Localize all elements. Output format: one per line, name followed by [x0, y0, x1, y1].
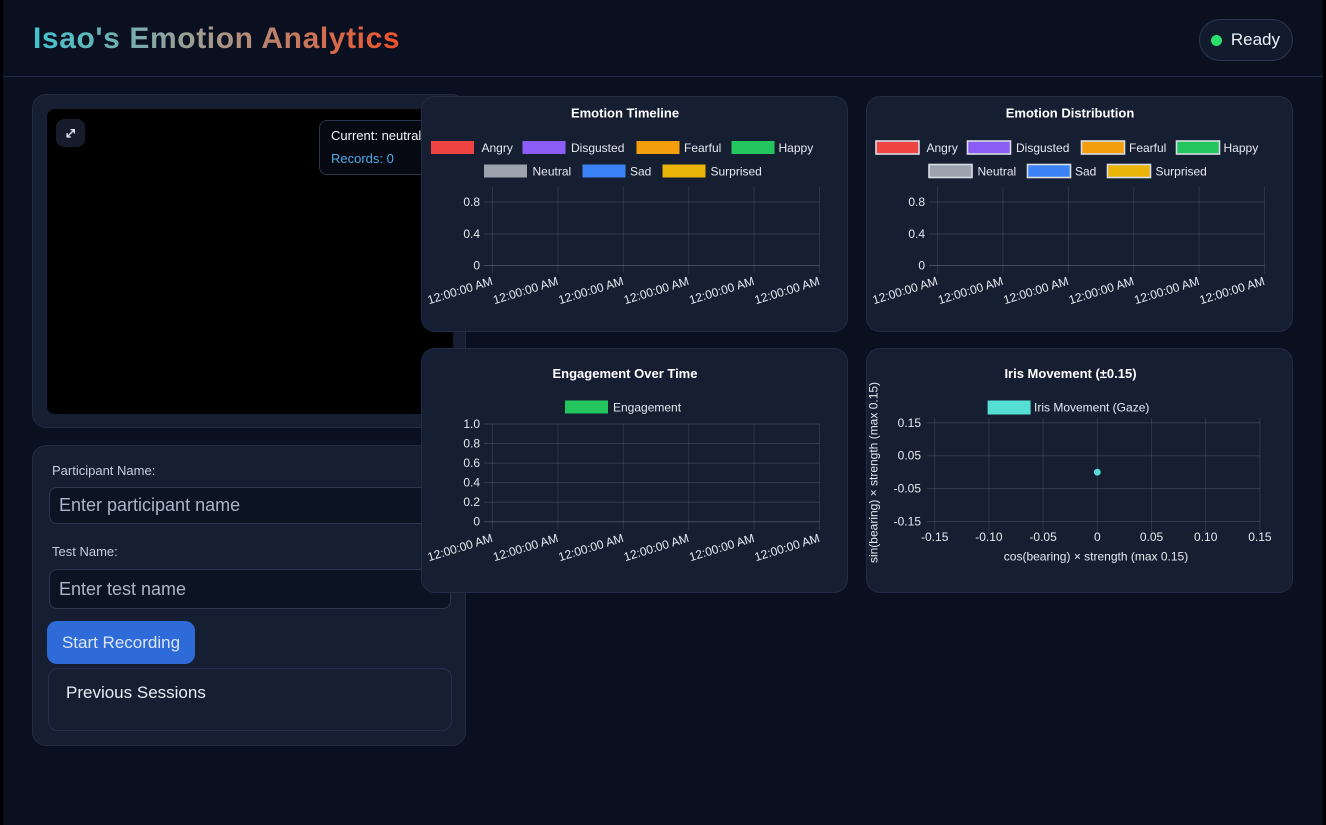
svg-text:0.8: 0.8 [463, 437, 480, 451]
svg-text:0.10: 0.10 [1194, 530, 1218, 544]
svg-text:12:00:00 AM: 12:00:00 AM [491, 531, 560, 564]
svg-text:0.4: 0.4 [908, 227, 925, 241]
svg-text:0.4: 0.4 [463, 227, 480, 241]
svg-text:cos(bearing) × strength (max 0: cos(bearing) × strength (max 0.15) [1004, 550, 1188, 564]
svg-text:-0.15: -0.15 [921, 530, 949, 544]
svg-text:12:00:00 AM: 12:00:00 AM [687, 274, 756, 307]
svg-text:Happy: Happy [779, 141, 814, 155]
svg-text:Engagement: Engagement [613, 401, 682, 415]
svg-text:Sad: Sad [1075, 165, 1096, 179]
svg-text:1.0: 1.0 [463, 417, 480, 431]
svg-text:0.2: 0.2 [463, 495, 480, 509]
svg-text:0: 0 [918, 259, 925, 273]
svg-text:Engagement Over Time: Engagement Over Time [553, 366, 698, 381]
svg-text:0.8: 0.8 [908, 195, 925, 209]
svg-text:0.6: 0.6 [463, 456, 480, 470]
svg-text:0: 0 [473, 515, 480, 529]
svg-text:-0.10: -0.10 [975, 530, 1003, 544]
svg-text:Emotion Distribution: Emotion Distribution [1006, 106, 1135, 121]
svg-text:12:00:00 AM: 12:00:00 AM [1002, 274, 1071, 307]
svg-text:0.8: 0.8 [463, 195, 480, 209]
svg-text:Emotion Timeline: Emotion Timeline [571, 106, 679, 121]
svg-text:12:00:00 AM: 12:00:00 AM [753, 274, 822, 307]
svg-text:Disgusted: Disgusted [1016, 141, 1069, 155]
svg-text:0.05: 0.05 [1140, 530, 1164, 544]
svg-text:12:00:00 AM: 12:00:00 AM [936, 274, 1005, 307]
svg-text:Fearful: Fearful [684, 141, 721, 155]
svg-text:12:00:00 AM: 12:00:00 AM [622, 274, 691, 307]
svg-text:Sad: Sad [630, 165, 651, 179]
svg-text:Disgusted: Disgusted [571, 141, 624, 155]
svg-text:sin(bearing) × strength (max 0: sin(bearing) × strength (max 0.15) [867, 382, 881, 563]
svg-text:Fearful: Fearful [1129, 141, 1166, 155]
svg-text:Surprised: Surprised [1156, 165, 1207, 179]
svg-text:Angry: Angry [927, 141, 958, 155]
svg-text:Iris Movement (Gaze): Iris Movement (Gaze) [1034, 401, 1149, 415]
svg-text:12:00:00 AM: 12:00:00 AM [491, 274, 560, 307]
svg-text:Iris Movement (±0.15): Iris Movement (±0.15) [1004, 366, 1136, 381]
svg-text:12:00:00 AM: 12:00:00 AM [622, 531, 691, 564]
svg-text:12:00:00 AM: 12:00:00 AM [557, 274, 626, 307]
svg-text:Surprised: Surprised [711, 165, 762, 179]
svg-text:0.15: 0.15 [1248, 530, 1272, 544]
svg-text:12:00:00 AM: 12:00:00 AM [1132, 274, 1201, 307]
svg-text:12:00:00 AM: 12:00:00 AM [426, 531, 495, 564]
svg-text:0: 0 [473, 259, 480, 273]
svg-text:0: 0 [1094, 530, 1101, 544]
svg-text:12:00:00 AM: 12:00:00 AM [557, 531, 626, 564]
svg-text:12:00:00 AM: 12:00:00 AM [753, 531, 822, 564]
svg-text:Happy: Happy [1224, 141, 1259, 155]
svg-text:Neutral: Neutral [533, 165, 572, 179]
svg-text:Neutral: Neutral [978, 165, 1017, 179]
svg-text:12:00:00 AM: 12:00:00 AM [871, 274, 940, 307]
svg-text:0.4: 0.4 [463, 476, 480, 490]
svg-text:Angry: Angry [482, 141, 513, 155]
svg-text:0.15: 0.15 [898, 416, 922, 430]
svg-text:-0.05: -0.05 [894, 482, 922, 496]
svg-text:0.05: 0.05 [898, 449, 922, 463]
svg-text:12:00:00 AM: 12:00:00 AM [1067, 274, 1136, 307]
svg-text:12:00:00 AM: 12:00:00 AM [687, 531, 756, 564]
svg-text:-0.15: -0.15 [894, 515, 922, 529]
svg-text:12:00:00 AM: 12:00:00 AM [426, 274, 495, 307]
svg-text:12:00:00 AM: 12:00:00 AM [1198, 274, 1267, 307]
svg-text:-0.05: -0.05 [1029, 530, 1057, 544]
